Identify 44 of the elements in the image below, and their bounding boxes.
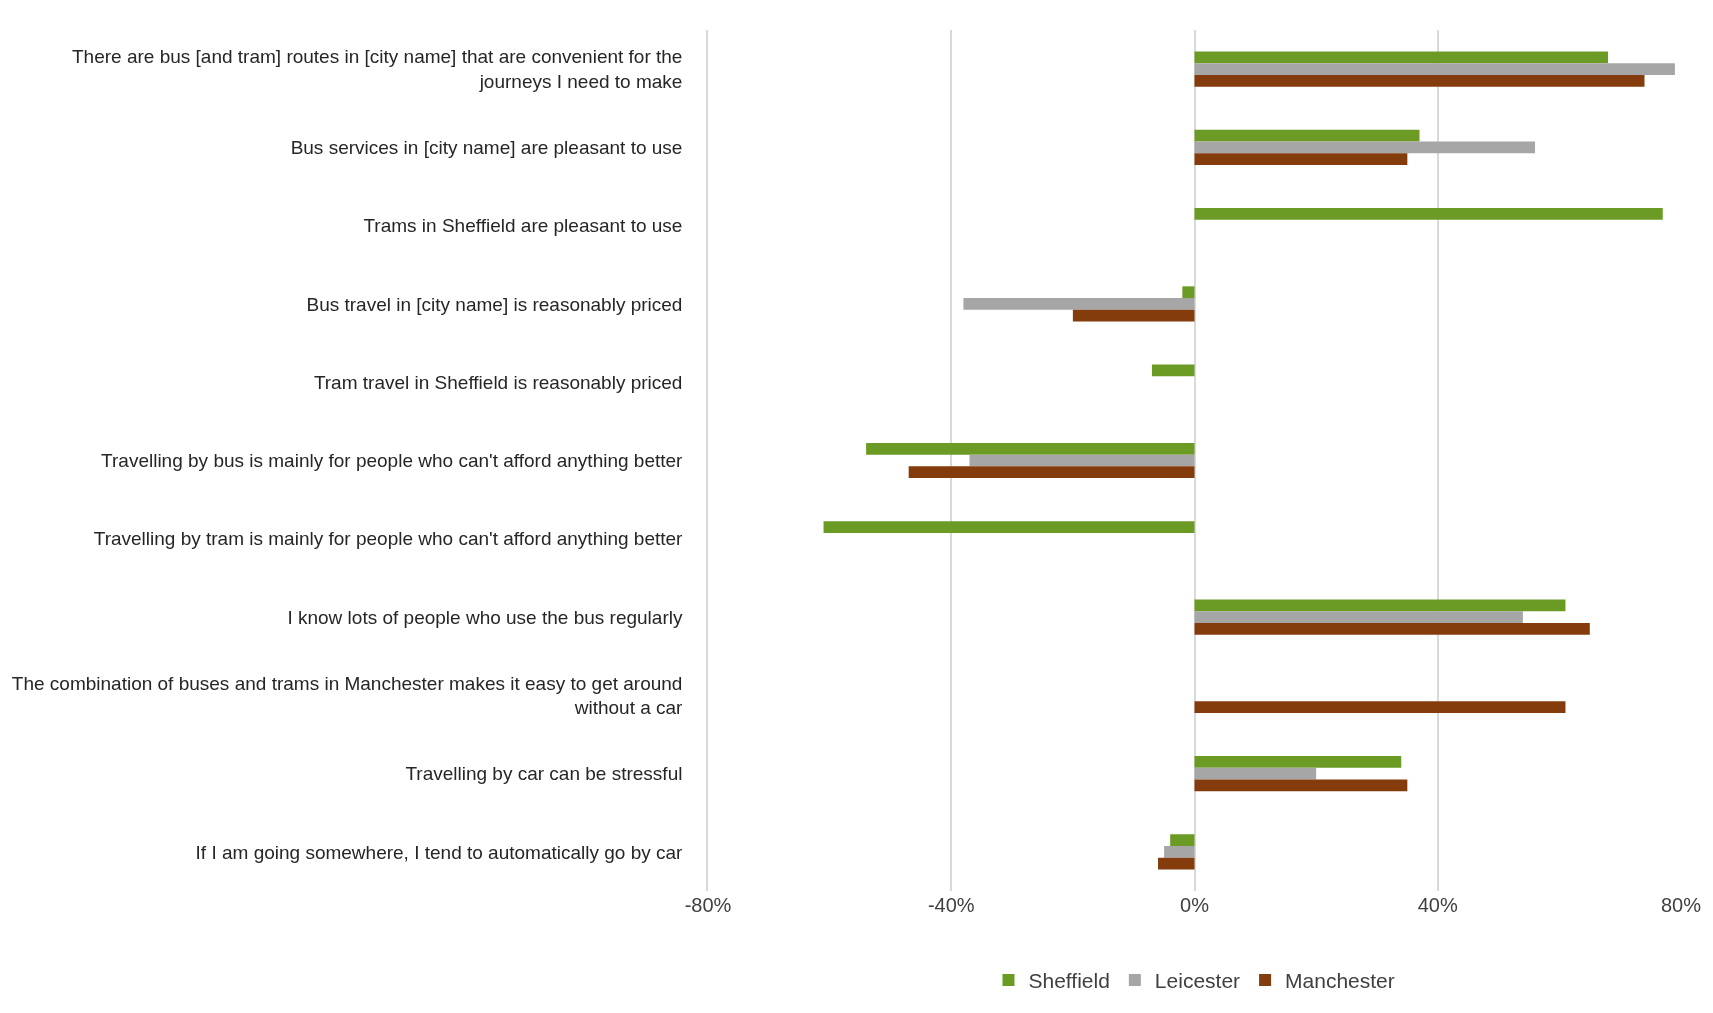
y-tick-label: Trams in Sheffield are pleasant to use — [363, 215, 683, 237]
x-tick-label: -40% — [927, 894, 975, 916]
x-tick-label: -80% — [684, 894, 732, 916]
bar — [1194, 153, 1408, 166]
bar — [1194, 63, 1675, 76]
y-tick-label: I know lots of people who use the bus regularly — [287, 606, 683, 628]
y-tick-label: Travelling by bus is mainly for people who can't afford anything better — [101, 450, 684, 472]
y-tick-label: There are bus [and tram] routes in [city name] that are convenient for the journeys I need to make — [72, 46, 683, 93]
bar — [1194, 75, 1645, 87]
bar — [1194, 622, 1590, 635]
bar — [823, 521, 1195, 533]
y-tick-label: If I am going somewhere, I tend to automatically go by car — [195, 841, 684, 863]
bar — [1194, 599, 1566, 612]
bar — [1182, 286, 1195, 299]
bar — [969, 454, 1195, 467]
x-tick-label: 0% — [1180, 894, 1210, 916]
bar — [1158, 857, 1195, 870]
bar — [1194, 141, 1536, 154]
y-tick-label: Tram travel in Sheffield is reasonably priced — [313, 371, 683, 393]
bar — [1194, 208, 1663, 220]
y-tick-label: The combination of buses and trams in Manchester makes it easy to get around without a car — [11, 672, 684, 719]
bar — [1072, 309, 1195, 322]
bar — [1194, 129, 1420, 142]
legend-label: Leicester — [1154, 969, 1241, 993]
bar — [1194, 755, 1402, 768]
y-tick-label: Bus travel in [city name] is reasonably priced — [306, 293, 683, 315]
bar — [1194, 51, 1609, 64]
y-tick-label: Travelling by car can be stressful — [405, 763, 683, 785]
legend-label: Sheffield — [1028, 969, 1110, 993]
x-tick-label: 40% — [1417, 894, 1458, 916]
bar — [1194, 701, 1566, 713]
bar — [1194, 611, 1523, 623]
bar — [1194, 767, 1317, 780]
bar — [866, 442, 1195, 455]
bar — [1194, 779, 1408, 792]
y-tick-label: Travelling by tram is mainly for people who can't afford anything better — [93, 528, 684, 550]
y-tick-label: Bus services in [city name] are pleasant to use — [290, 137, 683, 159]
bar — [1164, 845, 1195, 858]
bar — [1170, 834, 1195, 846]
legend-label: Manchester — [1285, 969, 1395, 993]
x-tick-label: 80% — [1660, 894, 1702, 916]
bar — [963, 298, 1195, 310]
bar — [908, 466, 1195, 479]
bar — [1151, 364, 1195, 377]
